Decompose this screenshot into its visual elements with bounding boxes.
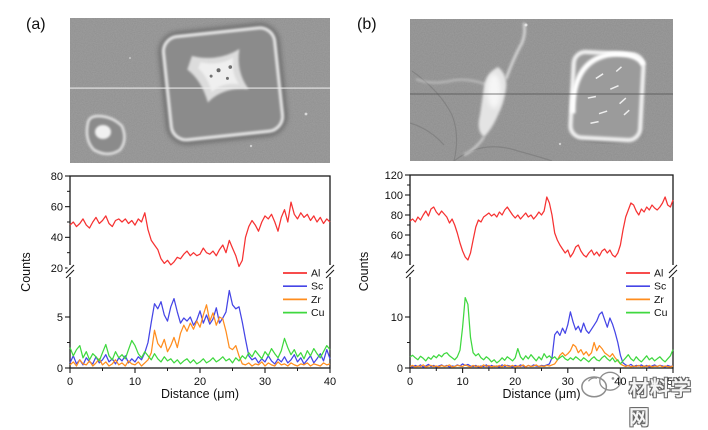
axis-break bbox=[407, 265, 413, 277]
watermark: 材料学网 bbox=[580, 364, 708, 430]
legend-label: Al bbox=[654, 268, 663, 280]
axis-break bbox=[327, 265, 333, 277]
series-Zr bbox=[69, 304, 331, 367]
y-tick-label: 0 bbox=[397, 363, 403, 375]
y-axis-label: Counts bbox=[357, 252, 371, 292]
legend-label: Sc bbox=[311, 281, 323, 293]
x-tick-label: 10 bbox=[129, 376, 141, 388]
y-tick-label: 10 bbox=[391, 312, 403, 324]
y-tick-label: 20 bbox=[51, 263, 63, 275]
y-axis-label: Counts bbox=[19, 252, 33, 292]
scan-line bbox=[410, 93, 673, 95]
y-tick-label: 80 bbox=[391, 210, 403, 222]
y-tick-label: 5 bbox=[57, 312, 63, 324]
series-Al bbox=[69, 201, 331, 268]
scan-line bbox=[70, 87, 330, 89]
sem-image-b bbox=[410, 19, 673, 161]
legend-label: Zr bbox=[311, 294, 321, 306]
panel-a-label: (a) bbox=[26, 16, 46, 33]
panel-b-label: (b) bbox=[357, 16, 377, 33]
bright-vein bbox=[415, 22, 526, 156]
legend-label: Zr bbox=[654, 294, 664, 306]
x-tick-label: 20 bbox=[194, 376, 206, 388]
x-tick-label: 50 bbox=[667, 376, 679, 388]
axis-break bbox=[67, 265, 73, 277]
y-tick-label: 100 bbox=[385, 190, 403, 202]
series-Al bbox=[409, 196, 674, 261]
y-tick-label: 60 bbox=[51, 201, 63, 213]
watermark-text: 材料学网 bbox=[628, 378, 692, 429]
x-axis-label: Distance (μm) bbox=[502, 387, 580, 401]
x-tick-label: 30 bbox=[562, 376, 574, 388]
series-Sc bbox=[69, 289, 331, 366]
small-particle bbox=[85, 114, 126, 156]
x-tick-label: 0 bbox=[407, 376, 413, 388]
series-Zr bbox=[409, 341, 674, 368]
line-scan-chart-a: 0 10 20 30 40 20 40 60 80 0 5 Distance (μm) Counts Al… bbox=[19, 171, 336, 401]
legend-label: Cu bbox=[311, 307, 325, 319]
y-tick-label: 60 bbox=[391, 230, 403, 242]
plot-frame bbox=[409, 174, 674, 369]
y-tick-label: 120 bbox=[385, 170, 403, 182]
large-particle bbox=[157, 22, 289, 146]
y-tick-label: 0 bbox=[57, 363, 63, 375]
watermark-logo-icon bbox=[581, 371, 622, 398]
x-tick-label: 0 bbox=[67, 376, 73, 388]
sem-image-a bbox=[70, 18, 330, 163]
y-tick-label: 80 bbox=[51, 171, 63, 183]
x-tick-label: 20 bbox=[509, 376, 521, 388]
x-tick-label: 40 bbox=[324, 376, 336, 388]
y-tick-label: 40 bbox=[391, 250, 403, 262]
particle-streaks bbox=[587, 66, 630, 124]
legend-label: Cu bbox=[654, 307, 668, 319]
x-axis-label: Distance (μm) bbox=[161, 387, 239, 401]
y-tick-label: 40 bbox=[51, 232, 63, 244]
rect-particle bbox=[568, 49, 646, 143]
x-tick-label: 30 bbox=[259, 376, 271, 388]
legend-label: Sc bbox=[654, 281, 666, 293]
x-tick-label: 10 bbox=[456, 376, 468, 388]
series-Cu bbox=[409, 296, 674, 365]
axis-break bbox=[670, 265, 676, 277]
legend-label: Al bbox=[311, 268, 320, 280]
series-Cu bbox=[69, 337, 331, 365]
